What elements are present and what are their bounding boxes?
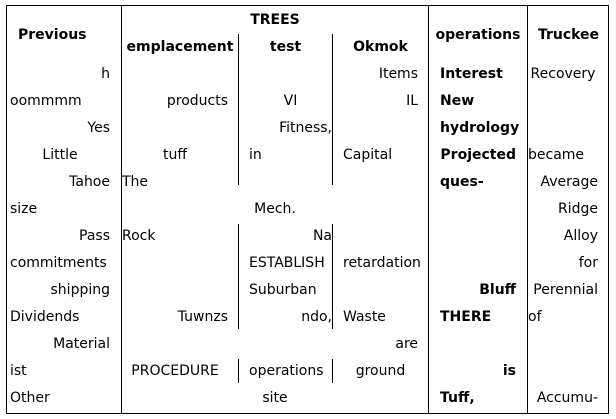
subcolumn-divider-a2 [238, 224, 239, 329]
table-cell-c2b: Suburban [249, 282, 317, 298]
table-cell-c2a [122, 253, 228, 273]
subcolumn-divider-b3 [332, 359, 333, 383]
table-cell-c2b: operations [249, 363, 324, 379]
table-frame [6, 5, 609, 414]
table-cell-c2a: products [166, 93, 228, 109]
table-cell-c1: commitments [10, 255, 107, 271]
table-cell-c2c [343, 280, 418, 300]
table-cell-c2c: retardation [343, 255, 421, 271]
table-cell-c2a: PROCEDURE [131, 363, 219, 379]
table-cell-c2b [249, 64, 332, 84]
table-cell-c4: Perennial [533, 282, 598, 298]
table-cell-c3 [440, 226, 516, 246]
header-test: test [269, 39, 302, 55]
table-cell-c2b: ndo, [301, 309, 332, 325]
table-cell-c4: Recovery [530, 66, 596, 82]
table-cell-c2b: Na [312, 228, 332, 244]
table-cell-c2a [122, 118, 228, 138]
table-cell-c4 [528, 361, 598, 381]
table-cell-c3: Bluff [479, 282, 516, 298]
table-cell-c2c: IL [406, 93, 418, 109]
table-cell-c1: Yes [87, 120, 110, 136]
table-cell-c2mid: site [262, 390, 288, 406]
table-cell-c2b: ESTABLISH [249, 255, 325, 271]
table-cell-c4 [528, 118, 598, 138]
table-cell-c2c: ground [355, 363, 406, 379]
table-cell-c2b [249, 334, 332, 354]
subcolumn-divider-a1 [238, 34, 239, 185]
table-cell-c1: Other [10, 390, 50, 406]
table-cell-c3: New [440, 93, 475, 109]
table-cell-c1: Little [42, 147, 78, 163]
table-cell-c2c: are [395, 336, 418, 352]
table-cell-c1: h [101, 66, 110, 82]
table-cell-c3: ques- [440, 174, 484, 190]
table-cell-c3 [440, 199, 516, 219]
table-cell-c4 [528, 334, 598, 354]
subcolumn-divider-b1 [332, 34, 333, 185]
table-cell-c2b: Fitness, [279, 120, 332, 136]
table-cell-c3: is [502, 363, 516, 379]
table-cell-c4 [528, 91, 598, 111]
table-cell-c2a: Rock [122, 228, 156, 244]
column-divider-3 [527, 5, 528, 414]
header-operations: operations [435, 27, 521, 43]
table-cell-c2c [343, 118, 418, 138]
table-cell-c2c [343, 226, 418, 246]
table-cell-c2b: VI [283, 93, 298, 109]
table-cell-c2a: The [122, 174, 149, 190]
table-cell-c2a [122, 64, 228, 84]
subcolumn-divider-a3 [238, 359, 239, 383]
table-cell-c4: Accumu- [536, 390, 598, 406]
table-cell-c2c: Waste [343, 309, 386, 325]
subcolumn-divider-b2 [332, 224, 333, 329]
table-cell-c4: Ridge [557, 201, 598, 217]
header-emplacement: emplacement [126, 39, 234, 55]
table-cell-c2a: tuff [162, 147, 187, 163]
table-cell-c2a [122, 280, 228, 300]
table-cell-c1: ist [10, 363, 27, 379]
table-cell-c3: Interest [440, 66, 503, 82]
header-truckee: Truckee [537, 27, 600, 43]
table-cell-c4: of [528, 309, 542, 325]
table-cell-c2mid [122, 172, 428, 192]
table-cell-c1: Pass [79, 228, 110, 244]
table-cell-c4: for [578, 255, 598, 271]
table-cell-c4: became [528, 147, 585, 163]
table-cell-c3: Tuff, [440, 390, 475, 406]
table-cell-c2a: Tuwnzs [177, 309, 228, 325]
table-cell-c3: Projected [440, 147, 516, 163]
table-cell-c2c: Items [378, 66, 418, 82]
table-cell-c3: hydrology [440, 120, 520, 136]
column-divider-2 [428, 5, 429, 414]
table-cell-c1: Tahoe [69, 174, 110, 190]
header-trees: TREES [250, 12, 300, 28]
table-cell-c2b: in [249, 147, 262, 163]
table-cell-c2mid: Mech. [254, 201, 296, 217]
column-divider-1 [121, 5, 122, 414]
table-cell-c2c: Capital [343, 147, 393, 163]
header-previous: Previous [18, 27, 87, 43]
header-okmok: Okmok [353, 39, 408, 55]
table-cell-c1: Dividends [10, 309, 80, 325]
table-cell-c1: oommmm [10, 93, 82, 109]
table-cell-c1: size [10, 201, 38, 217]
table-cell-c4: Average [540, 174, 599, 190]
table-cell-c2a [122, 334, 228, 354]
table-cell-c4: Alloy [563, 228, 598, 244]
table-cell-c3 [440, 334, 516, 354]
table-cell-c1: Material [53, 336, 110, 352]
table-cell-c3 [440, 253, 516, 273]
table-cell-c1: shipping [50, 282, 110, 298]
table-cell-c3: THERE [440, 309, 492, 325]
